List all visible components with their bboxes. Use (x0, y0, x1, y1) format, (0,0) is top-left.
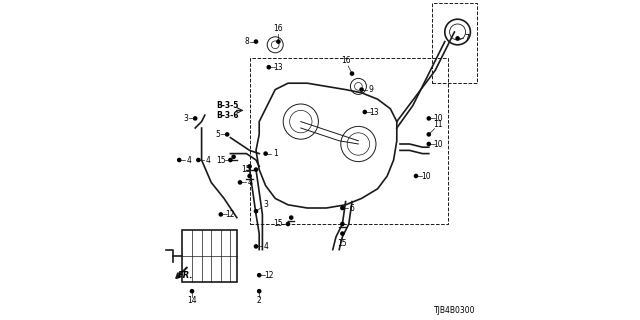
Text: 14: 14 (187, 296, 197, 305)
Circle shape (268, 66, 271, 69)
Circle shape (255, 210, 258, 213)
Circle shape (340, 222, 344, 226)
Text: 15: 15 (337, 239, 348, 248)
Text: 13: 13 (369, 108, 380, 116)
Text: 10: 10 (433, 114, 444, 123)
Text: 12: 12 (226, 210, 235, 219)
Text: 15: 15 (216, 156, 226, 164)
Circle shape (289, 216, 293, 219)
Circle shape (229, 158, 232, 162)
Circle shape (193, 117, 197, 120)
Text: 2: 2 (257, 296, 262, 305)
Circle shape (255, 40, 258, 43)
Text: 4: 4 (186, 156, 191, 164)
Text: 11: 11 (434, 120, 443, 129)
Circle shape (255, 245, 258, 248)
Circle shape (428, 117, 431, 120)
Circle shape (219, 213, 223, 216)
Text: 1: 1 (273, 149, 278, 158)
Text: 6: 6 (349, 204, 355, 212)
Circle shape (226, 133, 229, 136)
Circle shape (178, 158, 180, 162)
Text: 15: 15 (273, 220, 284, 228)
Circle shape (287, 222, 290, 226)
Text: 10: 10 (433, 140, 444, 148)
Circle shape (456, 37, 460, 40)
Text: 16: 16 (340, 56, 351, 65)
Text: 4: 4 (263, 242, 268, 251)
Text: 8: 8 (244, 37, 249, 46)
Text: 9: 9 (369, 85, 374, 94)
Circle shape (232, 155, 236, 158)
Text: 5: 5 (215, 130, 220, 139)
Circle shape (276, 40, 280, 43)
Text: B-3-5: B-3-5 (216, 101, 238, 110)
Text: 4: 4 (247, 178, 252, 187)
Circle shape (428, 133, 431, 136)
Text: 12: 12 (264, 271, 273, 280)
Circle shape (257, 290, 261, 293)
Circle shape (428, 142, 431, 146)
Text: 4: 4 (205, 156, 211, 164)
Text: 3: 3 (263, 200, 268, 209)
Text: FR.: FR. (178, 271, 193, 280)
Text: 16: 16 (273, 24, 284, 33)
Text: 3: 3 (183, 114, 188, 123)
Circle shape (248, 174, 252, 178)
Text: 13: 13 (273, 63, 284, 72)
Circle shape (255, 168, 258, 171)
Circle shape (351, 72, 354, 75)
Circle shape (415, 174, 418, 178)
Circle shape (239, 181, 242, 184)
Circle shape (340, 232, 344, 235)
Text: 15: 15 (241, 165, 252, 174)
Text: 10: 10 (420, 172, 431, 180)
Text: B-3-6: B-3-6 (216, 111, 239, 120)
Text: 7: 7 (465, 34, 470, 43)
Circle shape (364, 110, 367, 114)
Circle shape (264, 152, 268, 155)
Text: TJB4B0300: TJB4B0300 (434, 306, 475, 315)
Circle shape (340, 206, 344, 210)
Circle shape (248, 165, 252, 168)
Circle shape (360, 88, 364, 91)
Circle shape (257, 274, 261, 277)
Circle shape (197, 158, 200, 162)
Circle shape (191, 290, 193, 293)
